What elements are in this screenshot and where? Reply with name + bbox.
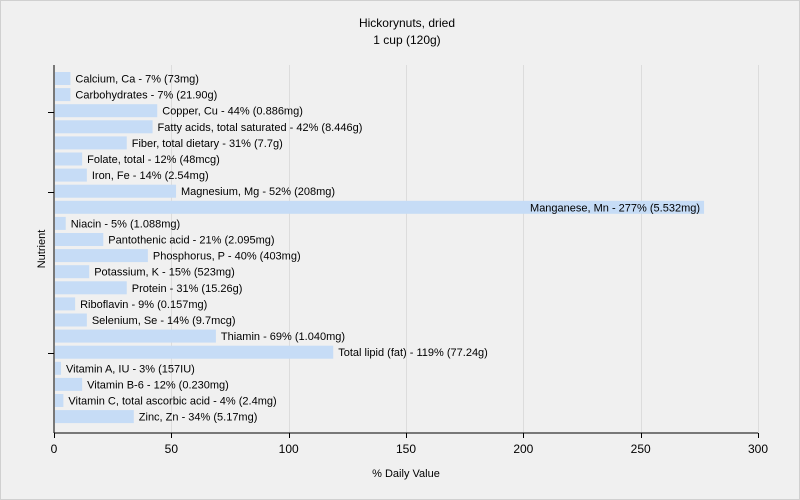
bar xyxy=(55,104,158,118)
bar-label: Carbohydrates - 7% (21.90g) xyxy=(75,90,217,102)
bar xyxy=(55,377,83,391)
x-tick-label: 150 xyxy=(396,442,416,456)
bar xyxy=(55,168,87,182)
bar xyxy=(55,88,71,102)
x-tick-label: 250 xyxy=(631,442,651,456)
bar xyxy=(55,152,83,166)
x-tick-label: 200 xyxy=(513,442,533,456)
x-ticks: 0 50 100 150 200 250 300 xyxy=(51,433,768,456)
x-tick-label: 300 xyxy=(748,442,768,456)
bar-label: Vitamin A, IU - 3% (157IU) xyxy=(66,363,195,375)
bar xyxy=(55,120,153,134)
bar xyxy=(55,72,71,85)
bar-label: Potassium, K - 15% (523mg) xyxy=(94,267,235,279)
bar xyxy=(55,233,104,246)
bar xyxy=(55,345,334,359)
bar xyxy=(55,410,134,424)
bar-label: Fiber, total dietary - 31% (7.7g) xyxy=(132,138,283,150)
x-axis-title: % Daily Value xyxy=(372,468,440,480)
bar xyxy=(55,136,127,150)
bar xyxy=(55,313,87,327)
bar-label: Calcium, Ca - 7% (73mg) xyxy=(75,74,198,86)
bar xyxy=(55,216,66,230)
x-tick-label: 50 xyxy=(165,442,179,456)
x-tick-label: 100 xyxy=(279,442,299,456)
axes xyxy=(48,65,758,434)
bar-label: Manganese, Mn - 277% (5.532mg) xyxy=(530,202,700,214)
bar-label: Zinc, Zn - 34% (5.17mg) xyxy=(139,412,258,424)
chart-title: Hickorynuts, dried xyxy=(359,16,455,30)
bar-label: Thiamin - 69% (1.040mg) xyxy=(221,331,345,343)
bar xyxy=(55,361,62,375)
y-axis-title: Nutrient xyxy=(36,230,48,269)
bar-label: Magnesium, Mg - 52% (208mg) xyxy=(181,186,335,198)
bar xyxy=(55,265,90,279)
bar xyxy=(55,394,64,407)
bar xyxy=(55,200,705,214)
bar-label: Fatty acids, total saturated - 42% (8.44… xyxy=(158,122,363,134)
bar-label: Vitamin C, total ascorbic acid - 4% (2.4… xyxy=(68,396,276,408)
bar-label: Selenium, Se - 14% (9.7mcg) xyxy=(92,315,236,327)
bar-label: Total lipid (fat) - 119% (77.24g) xyxy=(338,347,488,359)
bar-label: Pantothenic acid - 21% (2.095mg) xyxy=(108,235,274,247)
bar xyxy=(55,281,127,295)
bar-label: Folate, total - 12% (48mcg) xyxy=(87,154,220,166)
grid-lines xyxy=(171,65,759,433)
bar-label: Iron, Fe - 14% (2.54mg) xyxy=(92,170,209,182)
bar-labels: Calcium, Ca - 7% (73mg) Carbohydrates - 7… xyxy=(66,74,700,424)
bar-label: Riboflavin - 9% (0.157mg) xyxy=(80,299,207,311)
chart-subtitle: 1 cup (120g) xyxy=(373,33,440,47)
bar xyxy=(55,249,148,263)
bar xyxy=(55,184,177,198)
bar-label: Phosphorus, P - 40% (403mg) xyxy=(153,251,301,263)
x-tick-label: 0 xyxy=(51,442,58,456)
bar-label: Vitamin B-6 - 12% (0.230mg) xyxy=(87,379,229,391)
bar xyxy=(55,329,216,343)
bar-label: Niacin - 5% (1.088mg) xyxy=(71,218,180,230)
bar xyxy=(55,297,76,311)
bar-label: Protein - 31% (15.26g) xyxy=(132,283,243,295)
bar-label: Copper, Cu - 44% (0.886mg) xyxy=(162,106,303,118)
bars xyxy=(55,72,705,424)
